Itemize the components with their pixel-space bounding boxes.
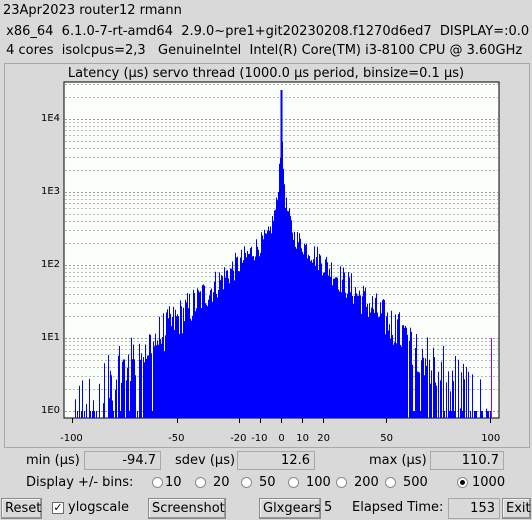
x-tick-label: 100 [481, 433, 501, 444]
chart-title: Latency (µs) servo thread (1000.0 µs per… [67, 66, 465, 81]
bins-radio-500[interactable] [385, 477, 396, 488]
header-line-1: 23Apr2023 router12 rmann [3, 3, 182, 18]
y-tick-label: 1E1 [40, 332, 60, 343]
ylogscale-checkbox[interactable]: ✓ [52, 502, 64, 514]
x-tick-label: 20 [317, 433, 331, 444]
x-tick-label: -20 [230, 433, 247, 444]
max-value: 110.7 [430, 451, 504, 470]
elapsed-value: 153 [448, 498, 500, 519]
bins-option-label: 50 [259, 475, 276, 490]
header-line-2: x86_64 6.1.0-7-rt-amd64 2.9.0~pre1+git20… [2, 24, 530, 39]
histogram-bar-lines [75, 140, 491, 418]
checkmark-icon: ✓ [53, 501, 63, 514]
bins-option-label: 10 [165, 475, 182, 490]
bins-radio-20[interactable] [195, 477, 206, 488]
ylogscale-label: ylogscale [68, 500, 130, 515]
x-tick-label: -100 [60, 433, 83, 444]
min-label: min (µs) [26, 453, 80, 468]
x-tick-label: 50 [380, 433, 394, 444]
bins-label: Display +/- bins: [26, 475, 134, 490]
max-label: max (µs) [369, 453, 427, 468]
bins-option-label: 20 [213, 475, 230, 490]
bins-option-label: 1000 [472, 475, 506, 490]
header-line-3: 4 cores isolcpus=2,3 GenuineIntel Intel(… [2, 43, 523, 58]
sdev-value: 12.6 [237, 451, 315, 470]
bins-radio-200[interactable] [336, 477, 347, 488]
x-tick-label: -50 [168, 433, 185, 444]
y-tick-label: 1E0 [40, 405, 60, 416]
bins-option-label: 200 [354, 475, 379, 490]
glxgears-button[interactable]: Glxgears [259, 498, 321, 519]
bins-radio-100[interactable] [288, 477, 299, 488]
bins-radio-1000[interactable] [457, 477, 468, 488]
sdev-label: sdev (µs) [175, 453, 236, 468]
bins-radio-50[interactable] [241, 477, 252, 488]
bins-option-label: 500 [403, 475, 428, 490]
min-value: -94.7 [84, 451, 161, 470]
glxgears-count: 5 [324, 500, 333, 515]
x-tick-label: 10 [296, 433, 310, 444]
y-tick-label: 1E4 [40, 113, 60, 124]
reset-button[interactable]: Reset [1, 498, 42, 519]
bins-radio-10[interactable] [152, 477, 163, 488]
elapsed-label: Elapsed Time: [352, 500, 444, 515]
screenshot-button[interactable]: Screenshot [148, 498, 226, 519]
exit-button[interactable]: Exit [502, 498, 531, 519]
x-ticks [72, 418, 491, 423]
histogram-chart [63, 81, 500, 423]
x-tick-label: -10 [251, 433, 268, 444]
y-tick-label: 1E2 [40, 259, 60, 270]
y-tick-label: 1E3 [40, 186, 60, 197]
x-tick-label: 0 [278, 433, 285, 444]
histogram-bars [75, 89, 492, 418]
bins-option-label: 100 [306, 475, 331, 490]
